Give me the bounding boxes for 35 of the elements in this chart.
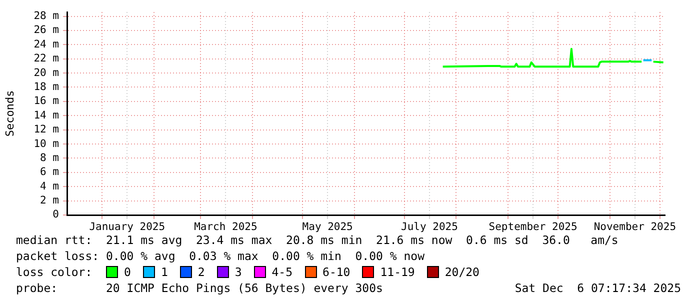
x-tick-label: September 2025 xyxy=(488,221,578,234)
text: median rtt: 21.1 ms avg 23.4 ms max 20.8 ms min 21.6 ms now 0.6 ms sd 36.0 am/s xyxy=(16,232,620,248)
x-tick-label: July 2025 xyxy=(401,221,458,234)
text: probe: 20 ICMP Echo Pings (56 Bytes) every 300s xyxy=(16,280,383,296)
x-tick-label: November 2025 xyxy=(594,221,676,234)
legend-label: 0 xyxy=(124,264,131,280)
y-tick-label: 0 xyxy=(52,208,59,221)
legend-label: 20/20 xyxy=(444,264,480,280)
legend-title: loss color: xyxy=(16,264,94,280)
text: packet loss: 0.00 % avg 0.03 % max 0.00 % min 0.00 % now xyxy=(16,248,426,264)
legend-label: 6-10 xyxy=(322,264,350,280)
y-tick-label: 22 m xyxy=(34,52,59,65)
legend-label: 4-5 xyxy=(272,264,293,280)
x-tick-label: March 2025 xyxy=(194,221,258,234)
y-tick-label: 18 m xyxy=(34,80,59,93)
y-tick-label: 10 m xyxy=(34,138,59,150)
y-tick-label: 8 m xyxy=(40,152,59,164)
legend-label: 1 xyxy=(160,264,168,280)
y-tick-label: 28 m xyxy=(34,10,59,22)
y-tick-label: 20 m xyxy=(34,66,59,79)
legend-label: 3 xyxy=(234,264,242,280)
y-tick-label: 26 m xyxy=(34,24,59,36)
y-tick-label: 6 m xyxy=(40,166,59,178)
y-tick-label: 16 m xyxy=(34,95,59,108)
legend-label: 11-19 xyxy=(380,264,415,280)
y-tick-label: 14 m xyxy=(34,109,59,122)
y-tick-label: 12 m xyxy=(34,124,59,136)
y-tick-label: 2 m xyxy=(40,194,59,207)
text: Sat Dec 6 07:17:34 2025 xyxy=(514,280,681,296)
y-axis-title: Seconds xyxy=(3,90,16,137)
legend-label: 2 xyxy=(198,264,205,280)
y-tick-label: 24 m xyxy=(34,38,59,50)
x-tick-label: January 2025 xyxy=(89,221,166,234)
x-tick-label: May 2025 xyxy=(302,221,353,234)
y-tick-label: 4 m xyxy=(40,180,59,192)
